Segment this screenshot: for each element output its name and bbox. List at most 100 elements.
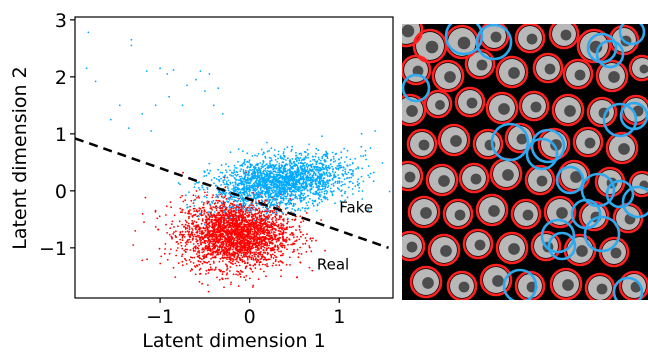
fake-point xyxy=(305,181,308,184)
fake-point xyxy=(199,212,202,215)
real-point xyxy=(204,236,207,239)
real-point xyxy=(204,242,207,245)
real-point xyxy=(217,251,220,254)
fake-point xyxy=(299,186,301,189)
real-point xyxy=(242,216,244,219)
real-point xyxy=(295,240,298,242)
fake-point xyxy=(314,193,317,196)
real-point xyxy=(203,249,206,251)
real-point xyxy=(196,224,199,227)
real-point xyxy=(244,267,247,270)
real-point xyxy=(308,266,311,269)
real-point xyxy=(183,249,186,252)
real-point xyxy=(198,254,201,257)
real-point xyxy=(201,258,203,261)
fake-point xyxy=(323,183,325,186)
real-point xyxy=(255,248,257,251)
real-point xyxy=(202,226,205,229)
fake-point xyxy=(218,206,221,208)
fake-point xyxy=(236,204,239,206)
real-point xyxy=(277,246,280,249)
fake-point xyxy=(357,166,359,169)
real-point xyxy=(191,268,194,271)
fake-point xyxy=(268,149,270,152)
real-point xyxy=(231,232,234,235)
fake-point xyxy=(352,193,354,196)
real-point xyxy=(274,215,276,218)
real-point xyxy=(269,258,271,261)
real-point xyxy=(236,215,239,218)
fake-point xyxy=(318,202,321,204)
real-point xyxy=(240,221,243,224)
real-point xyxy=(300,235,302,238)
real-point xyxy=(223,204,226,207)
real-point xyxy=(225,238,227,241)
real-point xyxy=(233,234,236,236)
real-point xyxy=(237,285,240,287)
real-point xyxy=(256,216,259,219)
fake-point xyxy=(233,199,236,201)
fake-point xyxy=(283,198,285,200)
real-point xyxy=(287,220,289,223)
real-point xyxy=(259,219,262,222)
real-point xyxy=(213,230,216,232)
fake-point xyxy=(337,167,340,170)
real-point xyxy=(248,247,251,250)
fake-point xyxy=(249,169,251,171)
real-point xyxy=(255,234,258,237)
fake-point xyxy=(243,180,246,183)
real-point xyxy=(229,202,232,205)
real-point xyxy=(246,232,249,235)
real-point xyxy=(201,206,204,209)
real-point xyxy=(275,264,277,266)
real-point xyxy=(205,261,207,264)
real-point xyxy=(218,222,221,225)
fake-point xyxy=(235,170,238,173)
real-point xyxy=(260,246,262,248)
real-point xyxy=(265,265,268,267)
real-point xyxy=(242,255,245,257)
real-point xyxy=(212,260,215,263)
fake-point xyxy=(285,190,288,193)
fake-point xyxy=(277,150,280,153)
real-point xyxy=(208,224,211,227)
real-point xyxy=(235,242,238,245)
real-point xyxy=(175,230,177,233)
real-point xyxy=(237,270,240,273)
real-point xyxy=(280,224,283,227)
real-point xyxy=(242,211,245,214)
real-point xyxy=(189,249,192,251)
real-point xyxy=(246,261,249,264)
fake-point xyxy=(340,156,343,159)
real-point xyxy=(184,245,187,247)
fake-point xyxy=(215,196,217,198)
real-point xyxy=(227,241,230,244)
fake-point xyxy=(270,171,273,174)
real-point xyxy=(257,243,260,246)
fake-point xyxy=(253,185,256,187)
fake-point xyxy=(347,171,350,174)
real-point xyxy=(209,266,212,269)
real-point xyxy=(183,236,186,238)
fake-point xyxy=(367,174,370,177)
real-point xyxy=(247,255,250,258)
fake-point xyxy=(289,168,291,171)
real-point xyxy=(171,220,174,223)
fake-point xyxy=(278,168,280,171)
real-point xyxy=(214,268,217,270)
real-point xyxy=(193,233,196,236)
real-point xyxy=(208,253,210,255)
real-point xyxy=(203,213,206,215)
fake-point xyxy=(201,184,204,187)
fake-point xyxy=(308,168,311,171)
fake-point xyxy=(229,174,231,176)
fake-point xyxy=(278,189,280,192)
fake-point xyxy=(218,180,221,183)
real-point xyxy=(198,280,201,283)
real-point xyxy=(250,235,253,238)
fake-point xyxy=(303,189,305,191)
real-point xyxy=(192,238,194,240)
real-point xyxy=(186,230,189,233)
fake-point xyxy=(223,211,226,213)
fake-point xyxy=(267,207,270,210)
